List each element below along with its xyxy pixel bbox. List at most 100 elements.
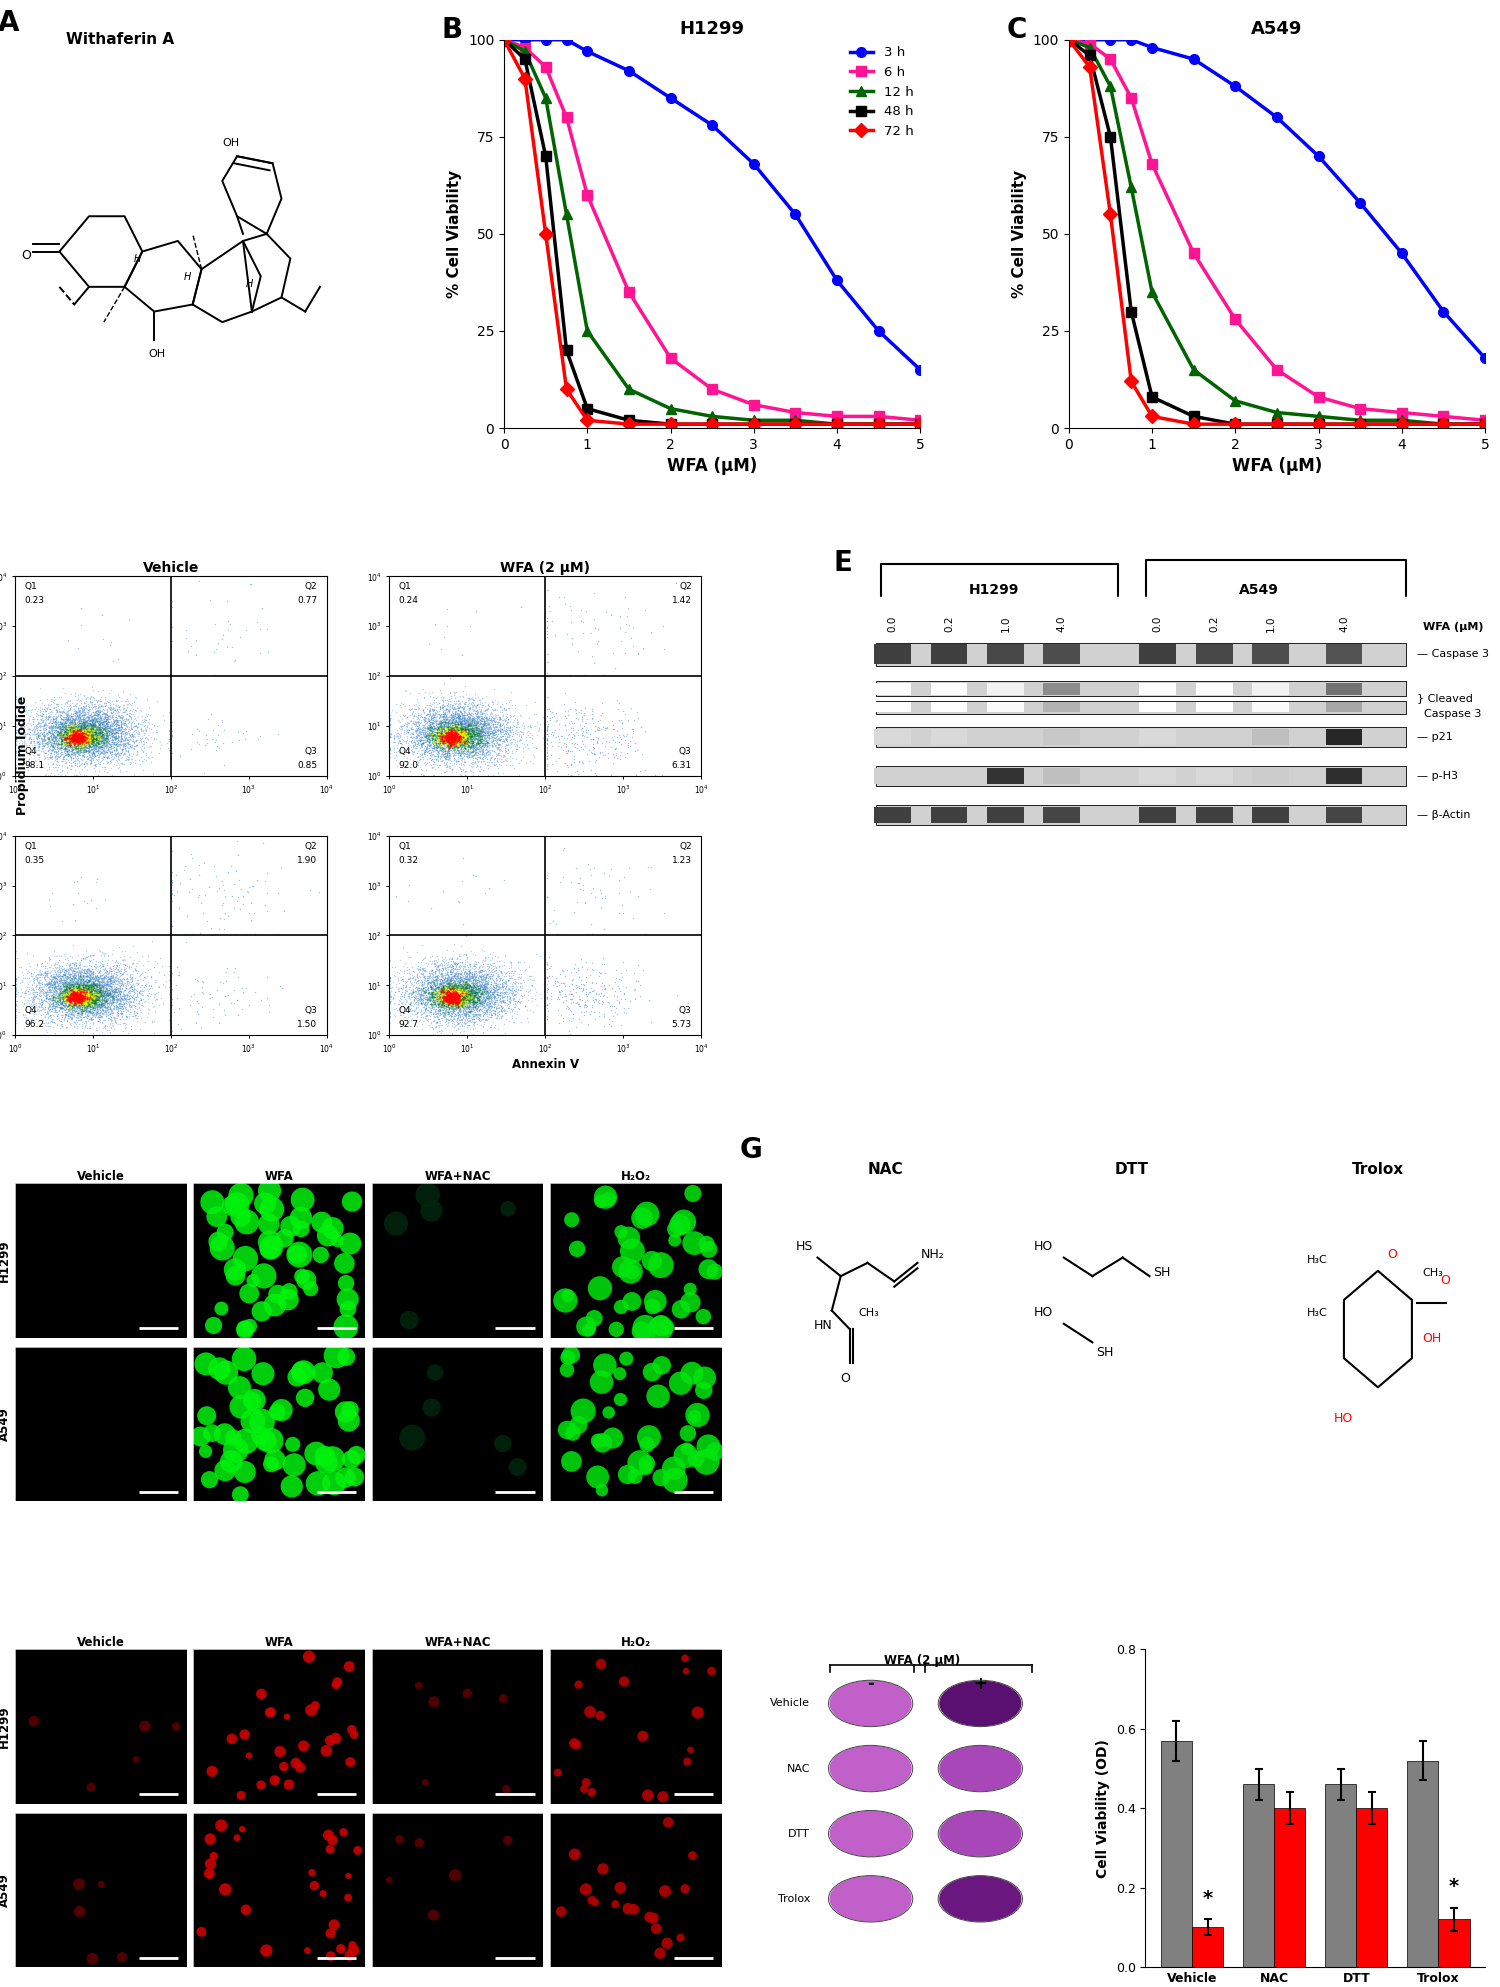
Point [82,705,106,737]
Point [433,684,457,715]
Point [474,703,498,735]
Point [46,735,70,767]
Point [96,990,120,1021]
Point [45,729,69,761]
Point [69,721,93,753]
Point [441,727,465,759]
Point [399,990,423,1021]
Point [46,707,70,739]
Point [72,715,96,747]
Point [440,980,464,1011]
Point [435,992,459,1023]
Point [413,1019,436,1051]
Point [432,725,456,757]
Point [82,982,106,1013]
Point [57,980,81,1011]
Point [433,972,457,1003]
Point [405,737,429,769]
Point [442,978,466,1009]
Point [57,970,81,1001]
Point [444,976,468,1007]
Point [436,997,460,1029]
Point [63,715,87,747]
Point [66,701,90,733]
Point [465,733,489,765]
Point [76,970,101,1001]
Point [462,725,486,757]
Point [58,729,82,761]
Point [492,711,516,743]
Point [438,717,462,749]
Point [464,958,488,990]
Point [108,972,132,1003]
Point [423,988,447,1019]
Point [468,974,492,1005]
Title: Vehicle: Vehicle [76,1170,125,1184]
Point [452,988,476,1019]
Point [484,693,508,725]
Point [104,703,128,735]
Point [430,950,454,982]
Point [86,735,109,767]
Point [390,964,414,995]
Point [86,980,109,1011]
Point [438,978,462,1009]
Point [62,719,86,751]
Point [33,719,57,751]
Point [450,717,474,749]
Point [78,707,102,739]
Point [72,980,96,1011]
Point [40,966,64,997]
Point [56,995,80,1027]
Point [414,733,438,765]
Point [448,966,472,997]
Point [81,970,105,1001]
Point [116,709,140,741]
Point [86,995,109,1027]
Point [540,978,564,1009]
Point [62,992,86,1023]
Point [36,723,60,755]
Point [126,717,150,749]
Point [420,725,444,757]
Point [66,729,90,761]
Point [433,954,457,986]
Point [484,725,508,757]
Point [435,982,459,1013]
Point [80,731,104,763]
Point [69,723,93,755]
Point [243,896,267,928]
Point [466,713,490,745]
Point [426,984,450,1015]
Point [64,984,88,1015]
Point [80,727,104,759]
Point [81,715,105,747]
Point [424,960,448,992]
Point [72,713,96,745]
Point [117,980,141,1011]
Point [84,974,108,1005]
Point [468,721,492,753]
Point [9,743,33,775]
Point [290,1202,314,1234]
Point [46,954,70,986]
Point [24,962,48,994]
Point [498,684,522,715]
Point [45,966,69,997]
Point [53,970,76,1001]
Point [72,745,96,777]
Point [509,745,532,777]
Point [454,992,478,1023]
Point [484,970,508,1001]
Point [447,709,471,741]
Point [62,721,86,753]
Point [80,709,104,741]
Point [446,719,470,751]
Point [510,970,534,1001]
Point [70,719,94,751]
Point [381,980,405,1011]
Point [460,713,484,745]
Point [478,986,502,1017]
Point [57,721,81,753]
Point [26,968,50,999]
